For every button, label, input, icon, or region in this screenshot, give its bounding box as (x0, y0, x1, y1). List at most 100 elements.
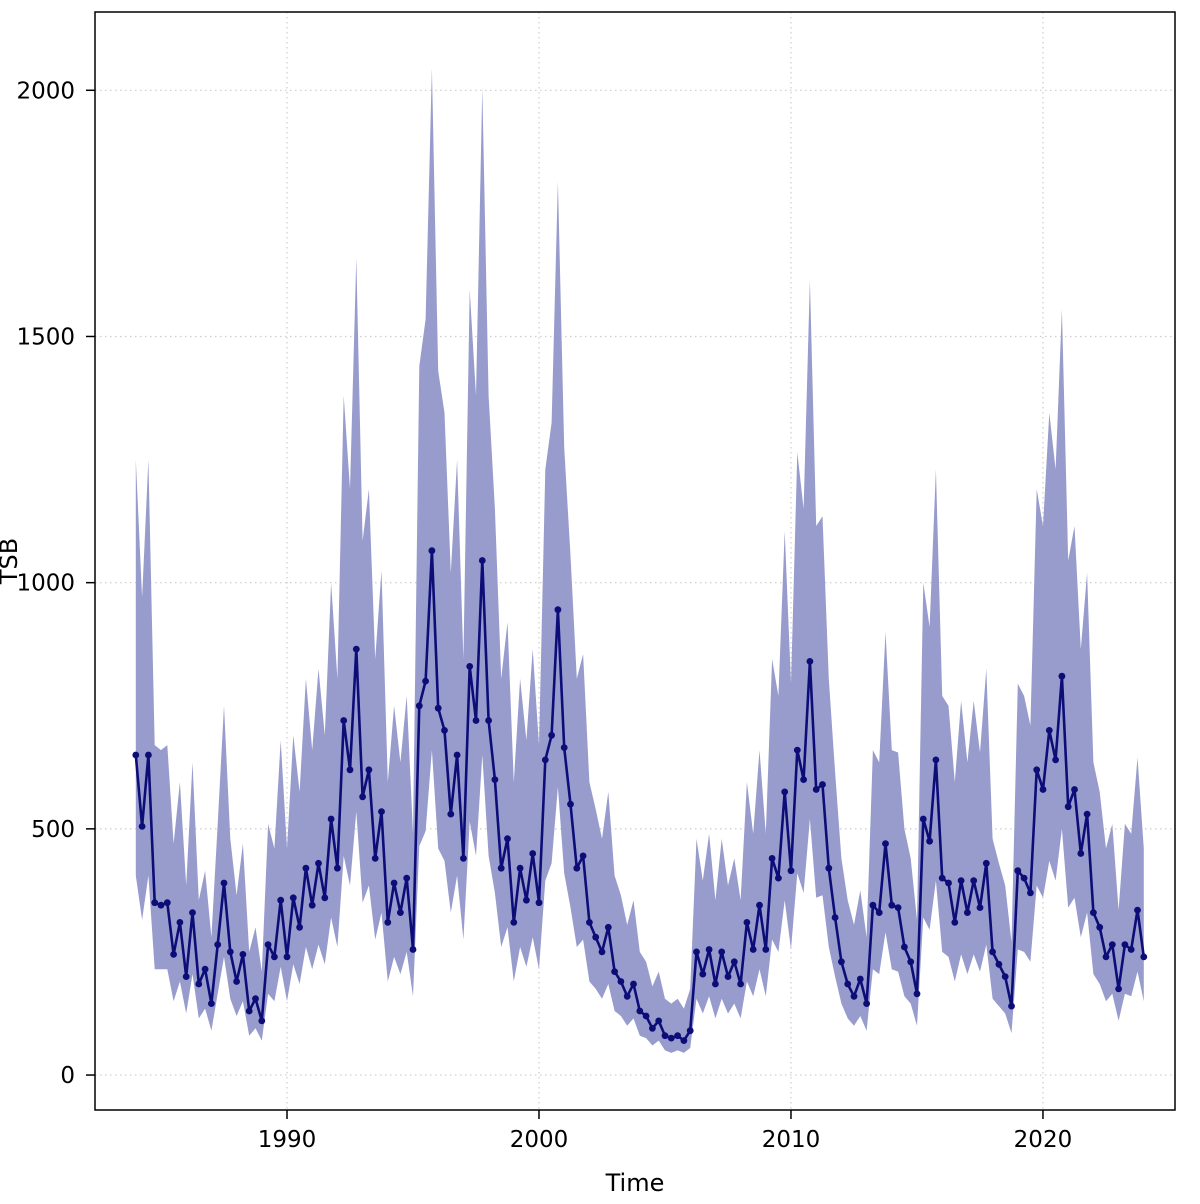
data-point (491, 776, 499, 783)
data-point (415, 702, 423, 710)
data-point (730, 958, 738, 966)
data-point (856, 975, 864, 983)
data-point (831, 914, 839, 921)
data-point (598, 948, 606, 956)
data-point (529, 850, 537, 857)
data-point (970, 877, 978, 884)
data-point (1096, 923, 1104, 931)
data-point (617, 978, 625, 985)
data-point (1052, 756, 1059, 764)
data-point (1077, 850, 1085, 857)
data-point (674, 1032, 681, 1040)
data-point (409, 946, 417, 953)
data-point (888, 901, 896, 909)
data-point (982, 859, 990, 867)
data-point (686, 1027, 694, 1035)
data-point (264, 941, 272, 948)
data-point (296, 923, 303, 931)
data-point (838, 958, 845, 966)
y-tick-label: 0 (60, 1063, 75, 1089)
data-point (560, 744, 568, 751)
data-point (239, 951, 247, 958)
data-point (182, 973, 190, 980)
data-point (1045, 727, 1053, 734)
data-point (208, 1000, 215, 1007)
data-point (189, 909, 196, 916)
data-point (308, 901, 316, 909)
data-point (346, 766, 354, 774)
data-point (485, 717, 492, 724)
data-point (737, 980, 744, 988)
data-point (138, 823, 146, 830)
data-point (882, 840, 889, 847)
data-point (756, 901, 763, 909)
data-point (478, 557, 486, 564)
data-point (252, 995, 259, 1003)
data-point (743, 919, 751, 926)
data-point (403, 874, 411, 882)
data-point (850, 992, 858, 1000)
data-point (989, 948, 996, 956)
data-point (718, 948, 726, 956)
data-point (554, 606, 562, 614)
data-point (504, 835, 511, 843)
data-point (573, 864, 581, 872)
data-point (460, 855, 467, 862)
data-point (1008, 1002, 1015, 1010)
x-tick-label: 2010 (762, 1127, 821, 1153)
data-point (932, 756, 940, 764)
data-point (214, 941, 222, 948)
data-point (800, 776, 807, 783)
data-point (510, 919, 518, 926)
data-point (548, 731, 555, 739)
data-point (661, 1032, 669, 1040)
data-point (258, 1017, 266, 1025)
data-point (1090, 909, 1097, 916)
data-point (422, 677, 429, 685)
data-point (579, 852, 587, 860)
data-point (1014, 867, 1022, 875)
data-point (768, 855, 776, 862)
data-point (453, 751, 461, 759)
data-point (787, 867, 795, 875)
data-point (170, 951, 178, 958)
data-point (863, 1000, 870, 1007)
data-point (1108, 941, 1116, 948)
data-point (516, 864, 524, 872)
data-point (604, 923, 612, 931)
data-point (1115, 985, 1122, 993)
data-point (894, 904, 902, 911)
data-point (806, 658, 814, 665)
data-point (359, 793, 366, 801)
data-point (586, 919, 593, 926)
data-point (472, 717, 480, 724)
data-point (447, 810, 455, 818)
data-point (523, 896, 530, 904)
data-point (926, 837, 933, 845)
data-point (1039, 786, 1047, 793)
data-point (1134, 906, 1141, 914)
data-point (176, 919, 184, 926)
data-point (919, 815, 927, 823)
data-point (1121, 941, 1129, 948)
plot-border (94, 11, 1176, 1111)
data-point (283, 953, 291, 961)
data-point (749, 946, 757, 953)
data-point (699, 970, 707, 978)
data-point (642, 1012, 650, 1020)
data-point (680, 1037, 688, 1044)
data-point (277, 896, 285, 904)
data-point (1020, 874, 1028, 882)
data-point (995, 960, 1003, 968)
data-point (1083, 810, 1091, 818)
data-point (1001, 973, 1009, 980)
data-point (1064, 803, 1072, 811)
data-point (541, 756, 549, 764)
data-point (271, 953, 278, 961)
data-point (145, 751, 152, 759)
data-point (428, 547, 436, 555)
data-point (226, 948, 234, 956)
y-tick-label: 2000 (16, 78, 75, 104)
